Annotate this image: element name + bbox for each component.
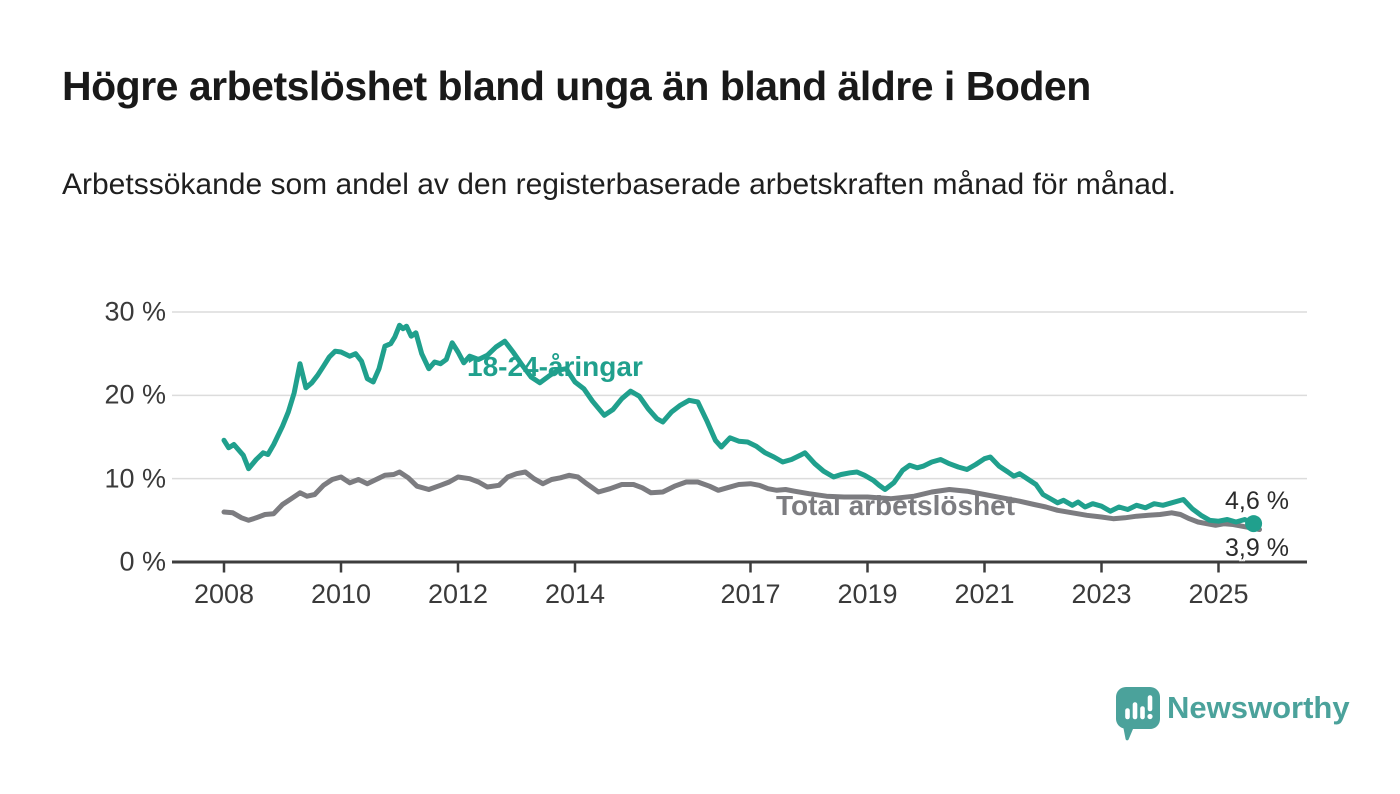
end-value-label-young: 4,6 % (1225, 487, 1289, 515)
newsworthy-brand-text: Newsworthy (1167, 690, 1350, 725)
x-tick-label-2012: 2012 (427, 579, 489, 609)
y-tick-label-10: 10 % (104, 463, 166, 494)
x-tick-label-2025: 2025 (1188, 579, 1249, 609)
series-line-young (221, 322, 1257, 527)
x-tick-label-2021: 2021 (954, 579, 1015, 609)
x-tick-label-2023: 2023 (1071, 579, 1132, 609)
page-title: Högre arbetslöshet bland unga än bland ä… (62, 63, 1091, 109)
series-label-total: Total arbetslöshet (776, 490, 1016, 521)
chart-subtitle: Arbetssökande som andel av den registerb… (62, 168, 1176, 201)
y-tick-label-20: 20 % (104, 379, 166, 410)
x-tick-label-2017: 2017 (720, 579, 781, 609)
series-end-dot (1245, 515, 1263, 533)
end-value-label-total: 3,9 % (1225, 534, 1289, 562)
y-tick-label-30: 30 % (104, 296, 166, 327)
x-tick-label-2008: 2008 (193, 579, 255, 609)
series-label-young: 18-24-åringar (467, 351, 643, 382)
x-tick-label-2019: 2019 (837, 579, 898, 609)
x-tick-label-2010: 2010 (310, 579, 372, 609)
y-tick-label-0: 0 % (119, 546, 166, 577)
x-tick-label-2014: 2014 (544, 579, 606, 609)
newsworthy-logo-icon (1116, 687, 1160, 741)
series-line-total (221, 469, 1262, 532)
